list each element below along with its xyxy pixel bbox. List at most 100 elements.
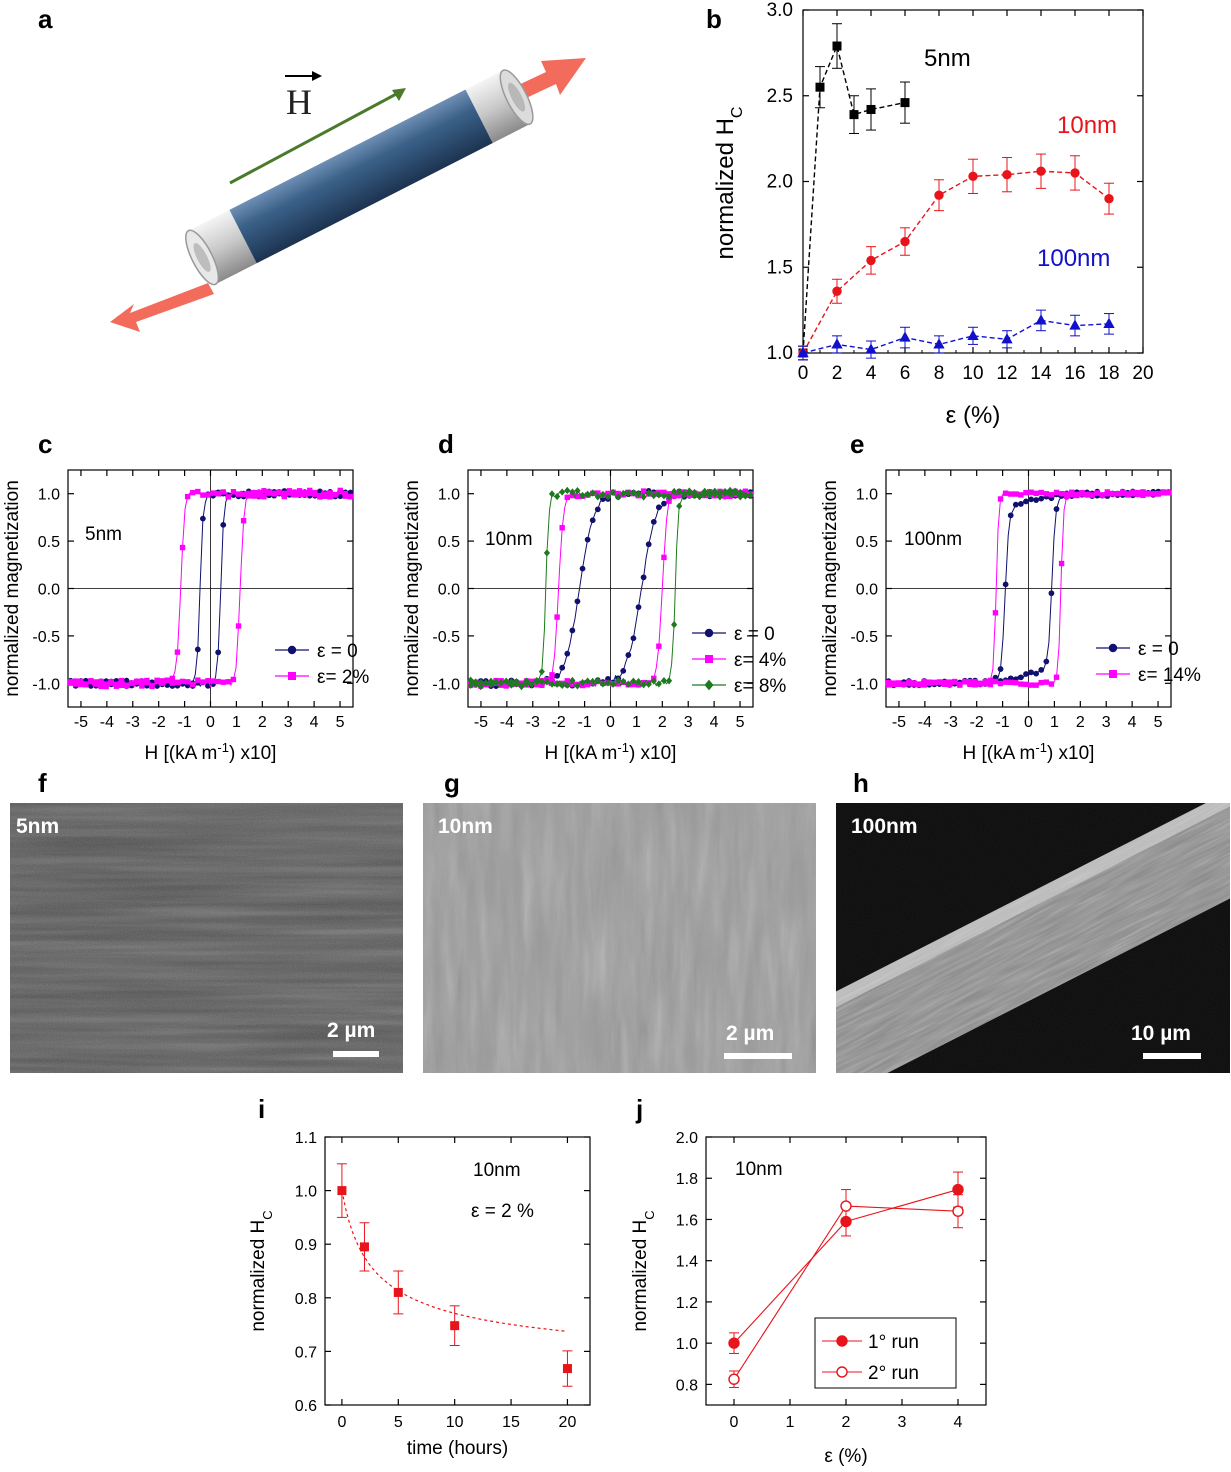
y-axis-label: normalized magnetization xyxy=(820,480,841,697)
loop-point xyxy=(589,517,596,524)
loop-point xyxy=(640,488,647,494)
y-tick-label: 1.2 xyxy=(676,1295,698,1312)
loop-point xyxy=(548,680,556,688)
x-tick-label: -4 xyxy=(918,714,932,731)
loop-point xyxy=(721,487,729,496)
loop-point xyxy=(957,682,963,688)
loop-point xyxy=(179,678,186,685)
loop-point xyxy=(312,489,318,496)
x-tick-label: 12 xyxy=(996,363,1017,384)
loop-point xyxy=(599,680,606,688)
series-100nm xyxy=(797,309,1115,361)
loop-point xyxy=(543,549,550,557)
data-point xyxy=(1070,168,1080,178)
loop-point xyxy=(997,666,1004,672)
x-tick-label: 0 xyxy=(606,714,615,731)
loop-point xyxy=(528,680,535,689)
loop-point xyxy=(174,649,181,655)
y-tick-label: 2.0 xyxy=(767,172,793,193)
loop-point xyxy=(604,679,612,687)
loop-point xyxy=(88,678,94,684)
loop-point xyxy=(1023,498,1029,505)
y-tick-label: 1.0 xyxy=(295,1184,317,1201)
loop-point xyxy=(967,681,973,688)
loop-point xyxy=(630,489,637,497)
panel-label-i: i xyxy=(258,1094,265,1124)
x-tick-label: 0 xyxy=(206,714,215,731)
x-tick-label: 20 xyxy=(1132,363,1153,384)
loop-point xyxy=(342,493,349,499)
loop-point xyxy=(245,490,252,497)
loop-point xyxy=(72,681,79,687)
x-tick-label: 5 xyxy=(736,714,745,731)
loop-point xyxy=(896,680,902,686)
data-point xyxy=(967,329,979,340)
sem-image-100nm xyxy=(836,803,1230,1073)
loop-point xyxy=(467,676,474,684)
loop-point xyxy=(655,504,662,511)
loop-point xyxy=(640,681,647,689)
loop-point xyxy=(599,490,606,499)
legend-entry: ε = 0 xyxy=(692,624,775,645)
loop-point xyxy=(1074,491,1080,498)
loop-point xyxy=(1038,679,1044,686)
x-axis-label: time (hours) xyxy=(407,1438,508,1459)
x-tick-label: 1 xyxy=(786,1414,795,1431)
sample-label: 100nm xyxy=(904,529,962,550)
loop-point xyxy=(1043,679,1050,685)
x-axis-label: ε (%) xyxy=(824,1446,867,1467)
loop-point xyxy=(946,679,953,685)
loop-point xyxy=(1043,658,1050,665)
fit-line xyxy=(802,43,906,354)
loop-point xyxy=(706,491,713,499)
loop-point xyxy=(1023,489,1029,496)
loop-point xyxy=(645,489,652,497)
chart-e: -5 -4 -3 -2 -1 0 1 2 3 4 5 -1.0 -0.5 0.0 0.5 1.0 ε = 0 ε=… xyxy=(820,469,1201,764)
x-tick-label: -3 xyxy=(126,714,140,731)
legend-marker xyxy=(1108,643,1118,653)
loop-point xyxy=(554,680,561,688)
loop-point xyxy=(635,677,642,686)
loop-point xyxy=(215,678,221,685)
x-tick-label: 2 xyxy=(832,363,843,384)
loop-point xyxy=(251,489,257,496)
loop-point xyxy=(574,487,581,495)
y-tick-label: -0.5 xyxy=(432,629,460,646)
loop-point xyxy=(205,492,211,498)
data-point xyxy=(934,190,944,200)
loop-point xyxy=(1155,490,1161,497)
loop-point xyxy=(184,493,191,500)
x-tick-label: 0 xyxy=(730,1414,739,1431)
data-point xyxy=(1002,169,1012,180)
loop-point xyxy=(538,677,545,686)
legend-text: ε= 4% xyxy=(734,650,786,671)
loop-point xyxy=(518,681,525,689)
loop-point xyxy=(732,488,739,496)
x-tick-label: -5 xyxy=(74,714,88,731)
loop-point xyxy=(569,488,576,496)
data-point xyxy=(1103,317,1115,328)
loop-point xyxy=(169,675,176,682)
loop-point xyxy=(327,490,333,496)
loop-point xyxy=(1048,492,1055,498)
loop-point xyxy=(992,678,999,685)
x-tick-label: -1 xyxy=(577,714,591,731)
loop-point xyxy=(159,678,165,684)
loop-point xyxy=(1028,489,1034,495)
x-tick-label: -1 xyxy=(995,714,1009,731)
loop-point xyxy=(1058,560,1065,567)
loop-point xyxy=(554,672,560,679)
loop-point xyxy=(1063,491,1070,497)
data-point xyxy=(1035,314,1047,325)
loop-point xyxy=(655,491,662,499)
data-point xyxy=(728,1373,740,1385)
loop-point xyxy=(200,679,206,685)
x-tick-label: -4 xyxy=(500,714,514,731)
x-tick-label: 8 xyxy=(934,363,945,384)
data-point xyxy=(1001,333,1013,344)
legend-text: 2° run xyxy=(868,1363,919,1384)
field-vector-arrow xyxy=(285,71,322,81)
data-point xyxy=(450,1321,460,1331)
loop-point xyxy=(492,678,500,686)
loop-point xyxy=(1043,491,1050,497)
